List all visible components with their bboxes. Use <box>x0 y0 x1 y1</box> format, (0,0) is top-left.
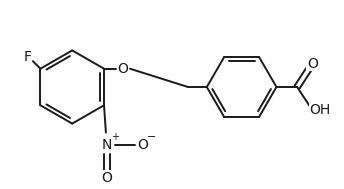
Text: −: − <box>147 132 157 142</box>
Text: +: + <box>111 132 119 142</box>
Text: F: F <box>24 50 32 64</box>
Text: OH: OH <box>310 102 331 116</box>
Text: O: O <box>307 57 318 70</box>
Text: O: O <box>101 170 112 184</box>
Text: N: N <box>101 138 112 152</box>
Text: O: O <box>117 62 128 76</box>
Text: O: O <box>137 138 148 152</box>
